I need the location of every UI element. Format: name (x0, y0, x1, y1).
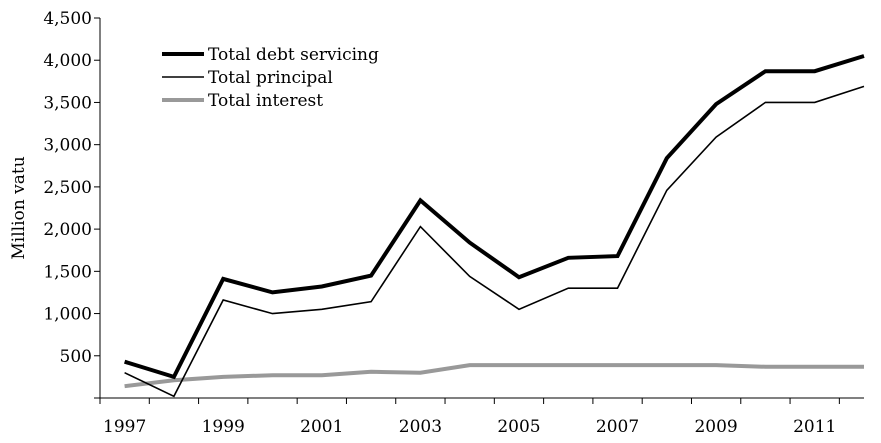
x-tick-label: 1999 (202, 417, 245, 437)
x-tick-label: 2011 (793, 417, 836, 437)
x-tick-label: 2005 (497, 417, 540, 437)
x-tick-label: 2007 (596, 417, 639, 437)
y-axis-title: Million vatu (9, 156, 29, 259)
axes: 500 1,000 1,500 2,000 2,500 3,000 3,500 4,000 4,… (43, 9, 864, 437)
x-tick-label: 2001 (300, 417, 343, 437)
series-line-total-debt-servicing (124, 54, 865, 380)
y-tick-label: 3,000 (43, 136, 92, 156)
y-tick-label: 500 (60, 347, 92, 367)
y-tick-label: 4,500 (43, 9, 92, 29)
y-tick-label: 1,500 (43, 262, 92, 282)
legend: Total debt servicing Total principal Total… (162, 45, 379, 111)
y-tick-label: 2,500 (43, 178, 92, 198)
legend-label-total-interest: Total interest (208, 91, 323, 111)
y-tick-label: 3,500 (43, 93, 92, 113)
y-tick-label: 2,000 (43, 220, 92, 240)
series-line-total-interest (124, 363, 864, 389)
y-tick-label: 4,000 (43, 51, 92, 71)
legend-label-total-debt-servicing: Total debt servicing (208, 45, 379, 65)
x-tick-label: 2003 (399, 417, 442, 437)
x-tick-label: 2009 (694, 417, 737, 437)
x-tick-label: 1997 (103, 417, 146, 437)
series-line-total-principal (124, 85, 865, 398)
legend-label-total-principal: Total principal (208, 68, 333, 88)
y-tick-label: 1,000 (43, 305, 92, 325)
series-layer (124, 54, 865, 398)
